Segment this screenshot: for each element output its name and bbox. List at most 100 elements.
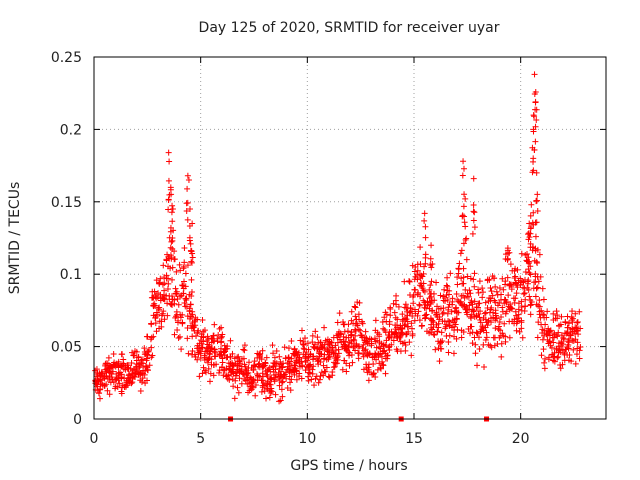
data-point bbox=[169, 276, 176, 283]
data-point bbox=[537, 273, 544, 280]
data-point bbox=[182, 270, 189, 277]
data-point bbox=[415, 308, 422, 315]
data-point bbox=[446, 318, 453, 325]
data-point bbox=[527, 240, 534, 247]
data-point bbox=[471, 224, 478, 231]
data-point bbox=[565, 320, 572, 327]
data-point bbox=[258, 377, 265, 384]
data-point bbox=[539, 311, 546, 318]
data-point bbox=[505, 250, 512, 257]
data-point bbox=[527, 302, 534, 309]
data-point bbox=[178, 346, 185, 353]
data-point bbox=[530, 112, 537, 119]
data-point bbox=[263, 354, 270, 361]
data-point bbox=[171, 256, 178, 263]
data-point bbox=[411, 306, 418, 313]
data-point bbox=[531, 147, 538, 154]
data-point bbox=[219, 331, 226, 338]
data-point bbox=[532, 88, 539, 95]
data-point bbox=[241, 342, 248, 349]
data-point bbox=[471, 283, 478, 290]
data-point bbox=[351, 303, 358, 310]
data-point bbox=[336, 310, 343, 317]
data-point bbox=[346, 352, 353, 359]
data-point bbox=[526, 220, 533, 227]
chart-title: Day 125 of 2020, SRMTID for receiver uya… bbox=[199, 20, 500, 36]
data-point bbox=[122, 363, 129, 370]
data-point bbox=[177, 293, 184, 300]
data-point bbox=[464, 273, 471, 280]
data-point bbox=[328, 339, 335, 346]
data-point bbox=[113, 360, 120, 367]
data-point bbox=[198, 340, 205, 347]
data-point bbox=[522, 252, 529, 259]
data-point bbox=[574, 345, 581, 352]
data-point bbox=[242, 366, 249, 373]
data-point bbox=[270, 350, 277, 357]
data-point bbox=[403, 316, 410, 323]
data-point bbox=[574, 339, 581, 346]
data-point bbox=[445, 339, 452, 346]
data-point bbox=[339, 366, 346, 373]
data-point bbox=[168, 191, 175, 198]
data-point bbox=[454, 281, 461, 288]
data-point bbox=[510, 281, 517, 288]
data-point bbox=[447, 270, 454, 277]
data-point bbox=[364, 338, 371, 345]
data-point bbox=[342, 345, 349, 352]
data-point bbox=[428, 278, 435, 285]
data-point bbox=[188, 276, 195, 283]
data-point bbox=[439, 310, 446, 317]
data-point bbox=[108, 374, 115, 381]
data-point bbox=[321, 324, 328, 331]
data-point bbox=[544, 308, 551, 315]
data-point bbox=[271, 354, 278, 361]
data-point bbox=[533, 219, 540, 226]
data-point bbox=[506, 281, 513, 288]
data-point bbox=[572, 324, 579, 331]
data-point bbox=[574, 319, 581, 326]
data-point bbox=[437, 305, 444, 312]
data-point bbox=[421, 304, 428, 311]
data-point bbox=[288, 338, 295, 345]
data-point bbox=[285, 345, 292, 352]
data-point bbox=[572, 310, 579, 317]
data-point bbox=[391, 309, 398, 316]
data-point bbox=[295, 373, 302, 380]
data-point bbox=[429, 317, 436, 324]
data-point bbox=[230, 383, 237, 390]
data-point bbox=[419, 322, 426, 329]
data-point bbox=[357, 327, 364, 334]
data-point bbox=[411, 268, 418, 275]
data-point bbox=[211, 346, 218, 353]
data-point bbox=[148, 334, 155, 341]
data-point bbox=[321, 344, 328, 351]
data-point bbox=[278, 386, 285, 393]
data-point bbox=[305, 346, 312, 353]
data-point bbox=[554, 315, 561, 322]
data-point bbox=[138, 378, 145, 385]
data-point bbox=[275, 369, 282, 376]
data-point bbox=[399, 311, 406, 318]
data-point bbox=[524, 284, 531, 291]
data-point bbox=[245, 389, 252, 396]
data-point bbox=[503, 299, 510, 306]
data-point bbox=[188, 259, 195, 266]
data-point bbox=[490, 275, 497, 282]
data-point bbox=[365, 364, 372, 371]
data-point bbox=[565, 357, 572, 364]
data-point bbox=[390, 337, 397, 344]
data-point bbox=[187, 247, 194, 254]
data-point bbox=[539, 326, 546, 333]
data-point bbox=[165, 177, 172, 184]
data-point bbox=[234, 384, 241, 391]
data-point bbox=[183, 208, 190, 215]
data-point bbox=[240, 346, 247, 353]
data-point bbox=[481, 310, 488, 317]
data-point bbox=[143, 357, 150, 364]
data-point bbox=[429, 326, 436, 333]
data-point bbox=[179, 282, 186, 289]
data-point bbox=[533, 169, 540, 176]
data-point bbox=[116, 380, 123, 387]
data-point bbox=[474, 362, 481, 369]
